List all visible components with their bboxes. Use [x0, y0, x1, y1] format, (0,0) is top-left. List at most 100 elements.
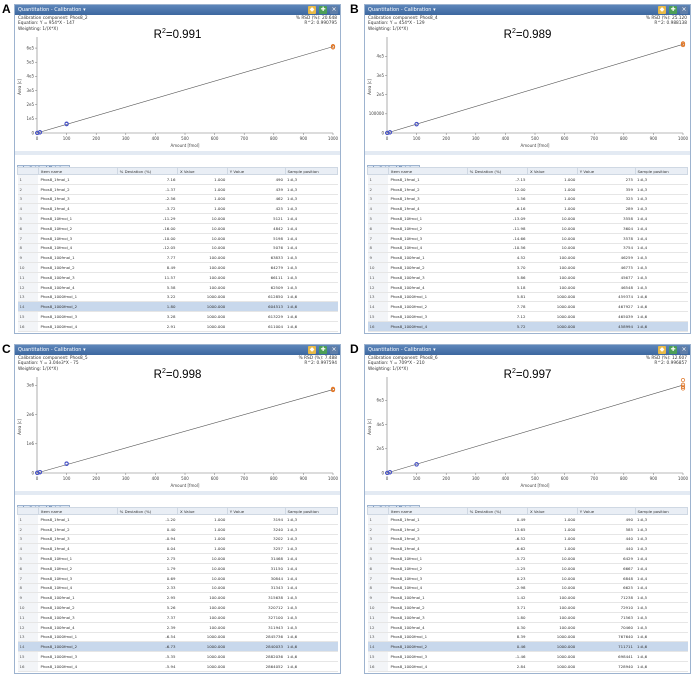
table-row[interactable]: 12 Phos8_100fmol_4 5.58 100.000 62509 1:A,5 — [17, 282, 338, 293]
column-header[interactable]: Y Value — [576, 167, 636, 175]
table-row[interactable]: 8 Phos8_10fmol_4 -2.98 10.000 6625 1:A,4 — [367, 583, 688, 594]
table-row[interactable]: 14 Phos8_1000fmol_2 0.46 1000.000 711711 1:A,… — [367, 641, 688, 653]
table-row[interactable]: 9 Phos8_100fmol_1 2.95 100.000 315638 1:A,5 — [17, 592, 338, 604]
column-header[interactable]: % Deviation (%) — [466, 167, 528, 175]
table-row[interactable]: 8 Phos8_10fmol_4 2.33 10.000 31343 1:A,4 — [17, 583, 338, 594]
column-header[interactable]: X Value — [526, 507, 578, 515]
table-row[interactable]: 9 Phos8_100fmol_1 4.52 100.000 46259 1:A,5 — [367, 252, 688, 264]
table-row[interactable]: 7 Phos8_10fmol_3 -10.00 10.000 5198 1:A,4 — [17, 233, 338, 244]
pane-splitter[interactable] — [15, 491, 340, 495]
column-header[interactable]: X Value — [176, 167, 228, 175]
column-header[interactable]: X Value — [176, 507, 228, 515]
table-row[interactable]: 1 Phos8_1fmol_1 0.49 1.000 490 1:A,3 — [367, 514, 688, 525]
move-icon[interactable]: ✚ — [669, 6, 677, 14]
table-row[interactable]: 1 Phos8_1fmol_1 7.16 1.000 490 1:A,3 — [17, 174, 338, 185]
column-header[interactable]: Y Value — [576, 507, 636, 515]
table-row[interactable]: 10 Phos8_100fmol_2 8.49 100.000 64279 1:A,5 — [17, 262, 338, 273]
column-header[interactable]: Sample position — [284, 507, 338, 515]
window-titlebar[interactable]: Quantitation - Calibration ▾ ◆ ✚ × — [365, 345, 690, 355]
column-header[interactable]: Item name — [387, 167, 468, 175]
table-row[interactable]: 9 Phos8_100fmol_1 1.42 100.000 71238 1:A,5 — [367, 592, 688, 604]
table-row[interactable]: 2 Phos8_1fmol_2 -1.37 1.000 439 1:A,3 — [17, 184, 338, 195]
column-header[interactable]: Item name — [387, 507, 468, 515]
table-row[interactable]: 16 Phos8_1000fmol_4 2.91 1000.000 611004 1:A,… — [17, 321, 338, 332]
table-row[interactable]: 16 Phos8_1000fmol_4 5.72 1000.000 458994 1:A,… — [367, 321, 688, 332]
table-row[interactable]: 3 Phos8_1fmol_3 -2.56 1.000 462 1:A,3 — [17, 194, 338, 205]
table-row[interactable]: 7 Phos8_10fmol_3 0.23 10.000 6848 1:A,4 — [367, 573, 688, 584]
table-row[interactable]: 13 Phos8_1000fmol_1 -6.54 1000.000 2845736 1:… — [17, 632, 338, 643]
table-row[interactable]: 5 Phos8_10fmol_1 -11.29 10.000 5121 1:A,4 — [17, 213, 338, 224]
table-row[interactable]: 7 Phos8_10fmol_3 -14.66 10.000 3578 1:A,4 — [367, 233, 688, 244]
table-row[interactable]: 15 Phos8_1000fmol_3 -5.35 1000.000 2882036 1:… — [17, 651, 338, 662]
table-row[interactable]: 15 Phos8_1000fmol_3 -1.46 1000.000 698441 1:A… — [367, 651, 688, 662]
window-title[interactable]: Quantitation - Calibration ▾ — [368, 347, 436, 353]
column-header[interactable]: Y Value — [226, 167, 286, 175]
column-header[interactable]: Item name — [37, 167, 118, 175]
table-row[interactable]: 1 Phos8_1fmol_1 -7.15 1.000 275 1:A,3 — [367, 174, 688, 185]
table-row[interactable]: 12 Phos8_100fmol_4 0.30 100.000 70460 1:A,5 — [367, 622, 688, 633]
pin-icon[interactable]: ◆ — [658, 346, 666, 354]
window-title[interactable]: Quantitation - Calibration ▾ — [18, 347, 86, 353]
column-header[interactable]: Y Value — [226, 507, 286, 515]
table-row[interactable]: 3 Phos8_1fmol_3 -6.52 1.000 440 1:A,3 — [367, 534, 688, 545]
table-row[interactable]: 14 Phos8_1000fmol_2 1.80 1000.000 604513 1:A,… — [17, 301, 338, 313]
window-titlebar[interactable]: Quantitation - Calibration ▾ ◆ ✚ × — [365, 5, 690, 15]
pin-icon[interactable]: ◆ — [658, 6, 666, 14]
table-row[interactable]: 13 Phos8_1000fmol_1 8.39 1000.000 767640 1:A,… — [367, 632, 688, 643]
window-title[interactable]: Quantitation - Calibration ▾ — [18, 7, 86, 13]
close-icon[interactable]: × — [330, 346, 338, 354]
table-row[interactable]: 5 Phos8_10fmol_1 -5.72 10.000 6429 1:A,4 — [367, 553, 688, 564]
table-row[interactable]: 4 Phos8_1fmol_4 -6.16 1.000 289 1:A,3 — [367, 203, 688, 215]
table-row[interactable]: 13 Phos8_1000fmol_1 5.81 1000.000 459374 1:A,… — [367, 292, 688, 303]
table-row[interactable]: 13 Phos8_1000fmol_1 3.22 1000.000 612850 1:A,… — [17, 292, 338, 303]
move-icon[interactable]: ✚ — [319, 346, 327, 354]
table-row[interactable]: 9 Phos8_100fmol_1 7.77 100.000 63833 1:A,5 — [17, 252, 338, 264]
table-row[interactable]: 6 Phos8_10fmol_2 -11.98 10.000 3604 1:A,4 — [367, 223, 688, 234]
table-row[interactable]: 12 Phos8_100fmol_4 2.39 100.000 311943 1:A,5 — [17, 622, 338, 633]
column-header[interactable]: Sample position — [634, 167, 688, 175]
pin-icon[interactable]: ◆ — [308, 6, 316, 14]
pane-splitter[interactable] — [15, 151, 340, 155]
move-icon[interactable]: ✚ — [319, 6, 327, 14]
column-header[interactable]: X Value — [526, 167, 578, 175]
column-header[interactable]: Item name — [37, 507, 118, 515]
table-row[interactable]: 14 Phos8_1000fmol_2 -6.73 1000.000 2840033 1:… — [17, 641, 338, 653]
close-icon[interactable]: × — [680, 6, 688, 14]
table-row[interactable]: 1 Phos8_1fmol_1 -1.20 1.000 3194 1:A,3 — [17, 514, 338, 525]
table-row[interactable]: 4 Phos8_1fmol_4 -6.62 1.000 440 1:A,3 — [367, 543, 688, 555]
column-header[interactable]: % Deviation (%) — [116, 167, 178, 175]
table-row[interactable]: 15 Phos8_1000fmol_3 3.28 1000.000 613229 1:A,… — [17, 311, 338, 322]
table-row[interactable]: 4 Phos8_1fmol_4 0.04 1.000 3257 1:A,3 — [17, 543, 338, 555]
table-row[interactable]: 12 Phos8_100fmol_4 5.18 100.000 46548 1:A,5 — [367, 282, 688, 293]
table-row[interactable]: 8 Phos8_10fmol_4 -10.56 10.000 3754 1:A,4 — [367, 243, 688, 254]
pane-splitter[interactable] — [365, 151, 690, 155]
table-row[interactable]: 11 Phos8_100fmol_3 7.37 100.000 327100 1:A,5 — [17, 612, 338, 623]
table-row[interactable]: 3 Phos8_1fmol_3 -0.94 1.000 3202 1:A,3 — [17, 534, 338, 545]
table-row[interactable]: 16 Phos8_1000fmol_4 -5.94 1000.000 2864052 1:… — [17, 661, 338, 672]
table-row[interactable]: 10 Phos8_100fmol_2 3.70 100.000 46775 1:A,5 — [367, 262, 688, 273]
column-header[interactable]: % Deviation (%) — [466, 507, 528, 515]
table-row[interactable]: 11 Phos8_100fmol_3 5.86 100.000 45677 1:A,5 — [367, 272, 688, 283]
move-icon[interactable]: ✚ — [669, 346, 677, 354]
column-header[interactable]: Sample position — [634, 507, 688, 515]
window-titlebar[interactable]: Quantitation - Calibration ▾ ◆ ✚ × — [15, 345, 340, 355]
table-row[interactable]: 10 Phos8_100fmol_2 3.71 100.000 72910 1:A,5 — [367, 602, 688, 613]
table-row[interactable]: 5 Phos8_10fmol_1 2.75 10.000 31468 1:A,4 — [17, 553, 338, 564]
table-row[interactable]: 7 Phos8_10fmol_3 0.69 10.000 30844 1:A,4 — [17, 573, 338, 584]
pane-splitter[interactable] — [365, 491, 690, 495]
table-row[interactable]: 3 Phos8_1fmol_3 1.56 1.000 325 1:A,3 — [367, 194, 688, 205]
close-icon[interactable]: × — [330, 6, 338, 14]
table-row[interactable]: 14 Phos8_1000fmol_2 7.78 1000.000 467927 1:A,… — [367, 301, 688, 313]
table-row[interactable]: 10 Phos8_100fmol_2 5.26 100.000 320712 1:A,5 — [17, 602, 338, 613]
table-row[interactable]: 2 Phos8_1fmol_2 12.00 1.000 359 1:A,3 — [367, 184, 688, 195]
table-row[interactable]: 8 Phos8_10fmol_4 -12.05 10.000 5076 1:A,4 — [17, 243, 338, 254]
column-header[interactable]: % Deviation (%) — [116, 507, 178, 515]
table-row[interactable]: 2 Phos8_1fmol_2 13.65 1.000 585 1:A,3 — [367, 524, 688, 535]
table-row[interactable]: 16 Phos8_1000fmol_4 2.84 1000.000 728940 1:A,… — [367, 661, 688, 672]
table-row[interactable]: 2 Phos8_1fmol_2 0.40 1.000 3240 1:A,3 — [17, 524, 338, 535]
table-row[interactable]: 15 Phos8_1000fmol_3 7.12 1000.000 465039 1:A,… — [367, 311, 688, 322]
table-row[interactable]: 11 Phos8_100fmol_3 11.57 100.000 66111 1:A,5 — [17, 272, 338, 283]
table-row[interactable]: 4 Phos8_1fmol_4 -3.72 1.000 425 1:A,3 — [17, 203, 338, 215]
table-row[interactable]: 11 Phos8_100fmol_3 1.80 100.000 71563 1:A,5 — [367, 612, 688, 623]
table-row[interactable]: 5 Phos8_10fmol_1 -13.09 10.000 3558 1:A,4 — [367, 213, 688, 224]
